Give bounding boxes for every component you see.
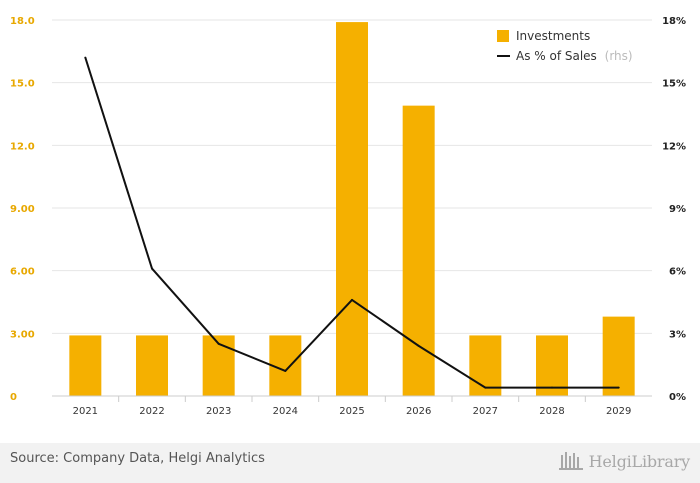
y-right-tick-label: 18% <box>662 16 686 27</box>
y-right-tick-label: 12% <box>662 141 686 152</box>
x-tick-label: 2023 <box>206 406 231 417</box>
x-tick-label: 2026 <box>406 406 431 417</box>
y-right-tick-label: 15% <box>662 79 686 90</box>
bar-2021 <box>69 335 102 396</box>
bar-2026 <box>402 105 435 397</box>
helgi-library-logo: HelgiLibrary <box>558 448 691 474</box>
line-point-2028 <box>551 386 553 389</box>
source-note: Source: Company Data, Helgi Analytics <box>10 451 265 466</box>
x-tick-label: 2024 <box>273 406 298 417</box>
x-tick-label: 2028 <box>539 406 564 417</box>
line-point-2025 <box>351 298 353 301</box>
bar-2025 <box>336 22 368 396</box>
y-left-tick-label: 6.00 <box>10 267 35 278</box>
logo-text: HelgiLibrary <box>588 451 691 471</box>
x-tick-label: 2025 <box>339 406 364 417</box>
y-left-tick-label: 0 <box>10 392 17 403</box>
x-tick-label: 2021 <box>73 406 98 417</box>
bar-2022 <box>136 335 168 396</box>
legend-label-pct-sales: As % of Sales (rhs) <box>516 49 633 63</box>
bar-2027 <box>469 335 502 396</box>
y-left-tick-label: 15.0 <box>10 79 35 90</box>
bar-series <box>69 22 635 397</box>
bar-2029 <box>602 316 635 396</box>
footer: Source: Company Data, Helgi Analytics He… <box>0 443 700 483</box>
y-left-tick-label: 18.0 <box>10 16 35 27</box>
legend-swatch-investments <box>497 30 509 42</box>
line-point-2026 <box>417 344 420 347</box>
chart: 0 0% 3.00 3% 6.00 6% 9.00 9% 12.0 12% 15.0 15% 18.0 1… <box>10 16 686 417</box>
y-right-tick-label: 0% <box>669 392 686 403</box>
y-right-tick-label: 3% <box>669 329 686 340</box>
line-point-2021 <box>84 56 87 59</box>
line-point-2024 <box>284 369 287 372</box>
line-series <box>84 56 620 389</box>
y-left-tick-label: 3.00 <box>10 329 35 340</box>
x-tick-label: 2022 <box>139 406 164 417</box>
y-left-tick-label: 9.00 <box>10 204 35 215</box>
x-tick-label: 2029 <box>606 406 631 417</box>
line-point-2022 <box>151 267 153 270</box>
y-left-tick-label: 12.0 <box>10 141 35 152</box>
library-building-icon <box>558 452 583 470</box>
bar-2023 <box>202 335 235 396</box>
line-point-2027 <box>484 386 487 389</box>
axes: 0 0% 3.00 3% 6.00 6% 9.00 9% 12.0 12% 15.0 15% 18.0 1… <box>10 16 686 417</box>
line-point-2023 <box>217 342 220 345</box>
x-tick-label: 2027 <box>473 406 498 417</box>
y-right-tick-label: 6% <box>669 267 686 278</box>
legend-label-pct-sales-name: As % of Sales <box>516 49 597 63</box>
legend-label-investments: Investments <box>516 29 590 43</box>
legend: Investments As % of Sales (rhs) <box>497 29 633 63</box>
legend-label-rhs: (rhs) <box>605 49 633 63</box>
y-right-tick-label: 9% <box>669 204 686 215</box>
line-point-2029 <box>617 386 620 389</box>
bar-2028 <box>536 335 568 396</box>
